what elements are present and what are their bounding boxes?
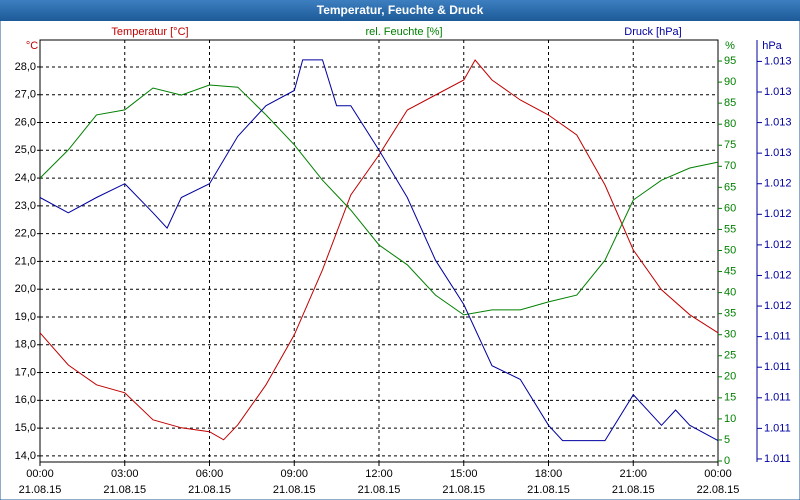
y2-tick-label: 65 bbox=[724, 181, 736, 193]
y2-unit: % bbox=[725, 40, 735, 52]
y2-tick-label: 15 bbox=[724, 392, 736, 404]
y2-tick-label: 45 bbox=[724, 265, 736, 277]
y3-tick-label: 1.012 bbox=[764, 300, 792, 312]
y3-tick-label: 1.012 bbox=[764, 269, 792, 281]
y3-axis-label: Druck [hPa] bbox=[624, 26, 681, 38]
y-tick-label: 17,0 bbox=[15, 366, 36, 378]
y-unit: °C bbox=[26, 40, 38, 52]
x-tick-date: 21.08.15 bbox=[19, 484, 62, 496]
y2-axis-label: rel. Feuchte [%] bbox=[365, 26, 442, 38]
y2-tick-label: 5 bbox=[724, 434, 730, 446]
y-tick-label: 18,0 bbox=[15, 339, 36, 351]
y-tick-label: 15,0 bbox=[15, 422, 36, 434]
y3-tick-label: 1.012 bbox=[764, 178, 792, 190]
y2-tick-label: 90 bbox=[724, 76, 736, 88]
x-tick-label: 00:00 bbox=[26, 468, 54, 480]
y-tick-label: 21,0 bbox=[15, 255, 36, 267]
y3-tick-label: 1.011 bbox=[764, 453, 791, 465]
y3-tick-label: 1.013 bbox=[764, 116, 792, 128]
y2-tick-label: 60 bbox=[724, 202, 736, 214]
x-tick-date: 21.08.15 bbox=[273, 484, 316, 496]
y2-tick-label: 95 bbox=[724, 55, 736, 67]
y-tick-label: 16,0 bbox=[15, 394, 36, 406]
y3-unit: hPa bbox=[762, 40, 782, 52]
y3-tick-label: 1.012 bbox=[764, 239, 792, 251]
chart-title: Temperatur, Feuchte & Druck bbox=[317, 3, 484, 17]
y2-tick-label: 10 bbox=[724, 413, 736, 425]
x-tick-label: 15:00 bbox=[450, 468, 478, 480]
y2-tick-label: 0 bbox=[724, 455, 730, 467]
y-tick-label: 23,0 bbox=[15, 200, 36, 212]
y2-tick-label: 50 bbox=[724, 244, 736, 256]
x-tick-label: 06:00 bbox=[196, 468, 224, 480]
x-tick-label: 21:00 bbox=[619, 468, 647, 480]
y3-tick-label: 1.011 bbox=[764, 392, 791, 404]
series-line bbox=[39, 59, 719, 442]
y3-tick-label: 1.013 bbox=[764, 55, 792, 67]
y2-tick-label: 40 bbox=[724, 287, 736, 299]
y3-tick-label: 1.011 bbox=[764, 331, 791, 343]
y3-tick-label: 1.013 bbox=[764, 147, 792, 159]
y3-tick-label: 1.011 bbox=[764, 361, 791, 373]
y2-tick-label: 30 bbox=[724, 329, 736, 341]
y-axis-label: Temperatur [°C] bbox=[111, 26, 188, 38]
x-tick-date: 21.08.15 bbox=[442, 484, 485, 496]
y-tick-label: 24,0 bbox=[15, 172, 36, 184]
x-tick-date: 21.08.15 bbox=[103, 484, 146, 496]
y3-tick-label: 1.011 bbox=[764, 422, 791, 434]
y-tick-label: 25,0 bbox=[15, 144, 36, 156]
x-tick-label: 12:00 bbox=[365, 468, 393, 480]
y-tick-label: 22,0 bbox=[15, 228, 36, 240]
y-tick-label: 20,0 bbox=[15, 283, 36, 295]
y2-tick-label: 80 bbox=[724, 118, 736, 130]
y2-tick-label: 35 bbox=[724, 308, 736, 320]
y2-tick-label: 20 bbox=[724, 371, 736, 383]
series-line bbox=[39, 84, 719, 316]
y3-tick-label: 1.013 bbox=[764, 86, 792, 98]
series-line bbox=[39, 59, 719, 441]
x-tick-date: 21.08.15 bbox=[358, 484, 401, 496]
y3-tick-label: 1.012 bbox=[764, 208, 792, 220]
x-tick-date: 22.08.15 bbox=[697, 484, 740, 496]
y2-tick-label: 25 bbox=[724, 350, 736, 362]
y-tick-label: 28,0 bbox=[15, 61, 36, 73]
x-tick-date: 21.08.15 bbox=[612, 484, 655, 496]
title-bar bbox=[0, 0, 800, 21]
y-tick-label: 14,0 bbox=[15, 450, 36, 462]
y-tick-label: 26,0 bbox=[15, 116, 36, 128]
x-tick-date: 21.08.15 bbox=[188, 484, 231, 496]
y-tick-label: 27,0 bbox=[15, 89, 36, 101]
x-tick-label: 18:00 bbox=[535, 468, 563, 480]
y2-tick-label: 75 bbox=[724, 139, 736, 151]
x-tick-date: 21.08.15 bbox=[527, 484, 570, 496]
y-tick-label: 19,0 bbox=[15, 311, 36, 323]
y2-tick-label: 85 bbox=[724, 97, 736, 109]
y2-tick-label: 70 bbox=[724, 160, 736, 172]
y2-tick-label: 55 bbox=[724, 223, 736, 235]
x-tick-label: 09:00 bbox=[280, 468, 308, 480]
x-tick-label: 03:00 bbox=[111, 468, 139, 480]
x-tick-label: 00:00 bbox=[704, 468, 732, 480]
